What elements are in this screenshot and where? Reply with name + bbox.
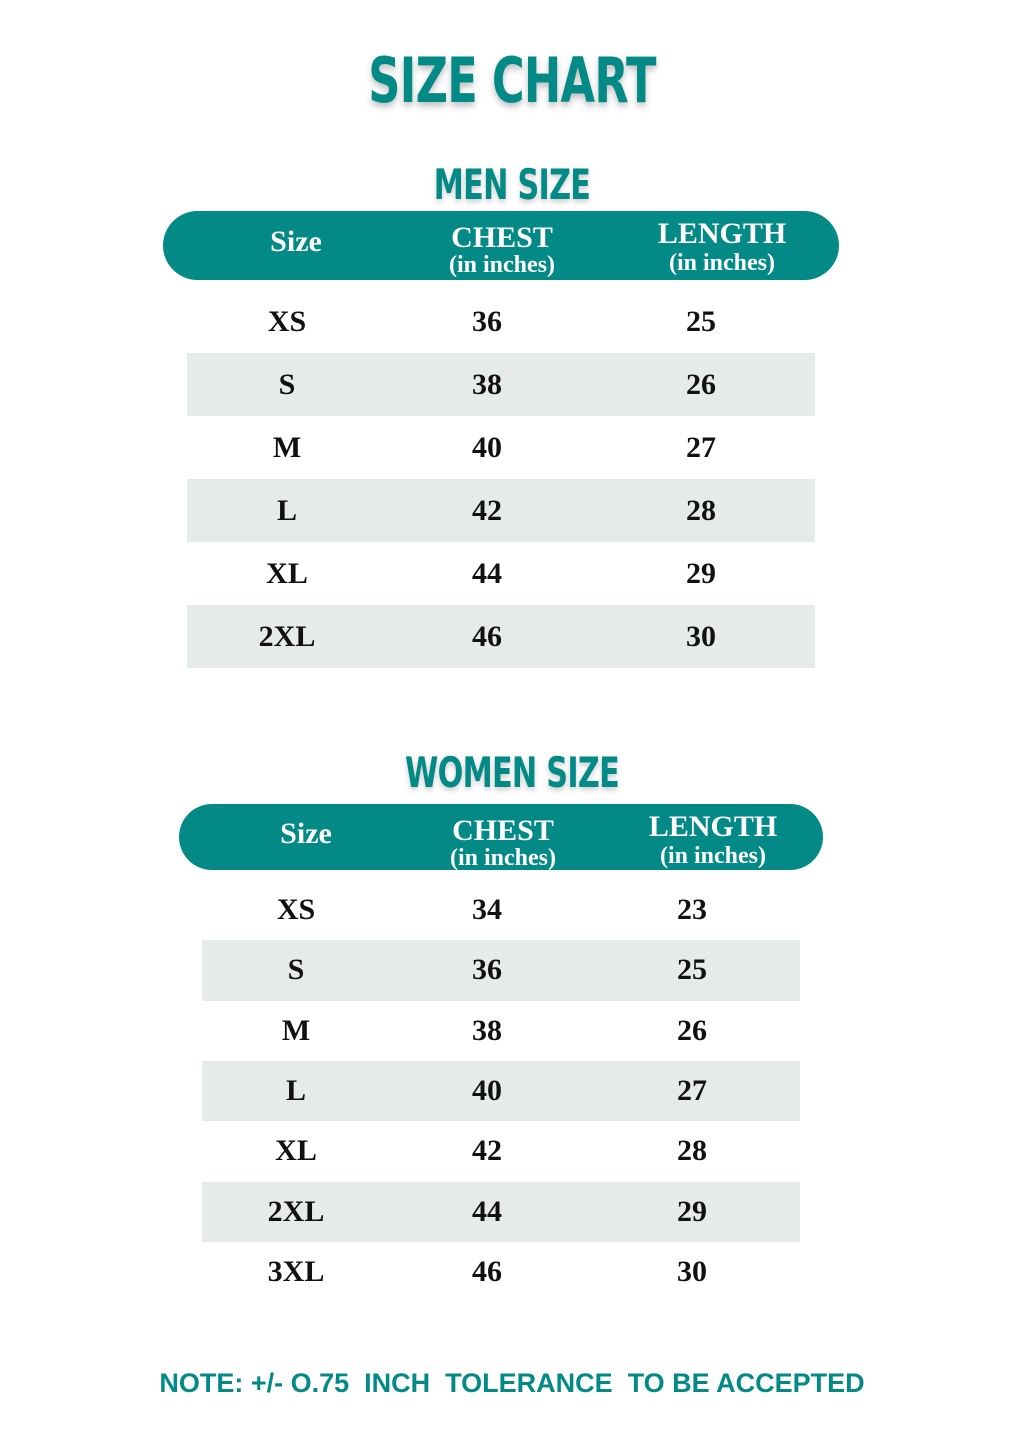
women-cell-size: S [287, 953, 305, 987]
men-cell-length: 26 [686, 367, 716, 401]
tolerance-note: NOTE: +/- O.75 INCH TOLERANCE TO BE ACCE… [159, 1368, 865, 1398]
women-header-length-label: LENGTH [648, 810, 778, 843]
men-cell-size: L [276, 493, 298, 527]
men-header-length: LENGTH (in inches) [657, 217, 787, 276]
men-table-row: S 38 26 [187, 353, 815, 416]
men-table-row: 2XL 46 30 [187, 605, 815, 668]
men-section-title: MEN SIZE [433, 160, 591, 209]
women-cell-length: 27 [677, 1074, 707, 1108]
men-cell-chest: 46 [472, 619, 502, 653]
men-table-row: XS 36 25 [187, 290, 815, 353]
women-cell-chest: 34 [472, 893, 502, 927]
women-table-row: XS 34 23 [202, 880, 800, 940]
women-cell-size: XS [276, 893, 316, 927]
women-cell-chest: 38 [472, 1013, 502, 1047]
men-cell-length: 30 [686, 619, 716, 653]
men-header-size: Size [270, 225, 322, 258]
men-header-chest-unit: (in inches) [448, 252, 556, 278]
men-cell-size: S [278, 367, 296, 401]
men-header-chest: CHEST (in inches) [448, 221, 556, 278]
women-cell-chest: 36 [472, 953, 502, 987]
women-cell-length: 29 [677, 1194, 707, 1228]
women-header-length-unit: (in inches) [659, 843, 766, 869]
women-header-chest: CHEST (in inches) [449, 814, 557, 871]
women-cell-chest: 42 [472, 1134, 502, 1168]
men-cell-size: XS [267, 304, 307, 338]
men-cell-size: 2XL [258, 619, 316, 653]
men-cell-size: M [272, 430, 302, 464]
women-cell-size: L [285, 1074, 307, 1108]
men-table-header: Size CHEST (in inches) LENGTH (in inches… [163, 211, 839, 280]
men-cell-chest: 42 [472, 493, 502, 527]
women-cell-size: M [281, 1013, 311, 1047]
men-table-row: XL 44 29 [187, 542, 815, 605]
men-header-length-unit: (in inches) [668, 250, 775, 276]
men-table-row: M 40 27 [187, 416, 815, 479]
women-table-row: XL 42 28 [202, 1121, 800, 1181]
men-cell-length: 25 [686, 304, 716, 338]
women-cell-chest: 40 [472, 1074, 502, 1108]
men-cell-size: XL [266, 556, 308, 590]
women-cell-length: 25 [677, 953, 707, 987]
men-cell-length: 29 [686, 556, 716, 590]
men-cell-length: 27 [686, 430, 716, 464]
women-cell-length: 23 [677, 893, 707, 927]
women-header-chest-unit: (in inches) [449, 845, 557, 871]
men-table-row: L 42 28 [187, 479, 815, 542]
women-cell-size: XL [275, 1134, 317, 1168]
women-header-size: Size [280, 817, 332, 850]
women-header-chest-label: CHEST [452, 814, 554, 847]
men-cell-chest: 44 [472, 556, 502, 590]
women-cell-length: 30 [677, 1254, 707, 1288]
women-cell-chest: 46 [472, 1254, 502, 1288]
men-header-length-label: LENGTH [657, 217, 787, 250]
men-cell-chest: 40 [472, 430, 502, 464]
women-table-row: S 36 25 [202, 940, 800, 1001]
women-cell-size: 3XL [267, 1254, 325, 1288]
women-table-row: L 40 27 [202, 1060, 800, 1122]
women-cell-length: 28 [677, 1134, 707, 1168]
women-table-header: Size CHEST (in inches) LENGTH (in inches… [179, 804, 823, 870]
women-header-length: LENGTH (in inches) [648, 810, 778, 869]
women-section-title: WOMEN SIZE [404, 748, 620, 797]
women-cell-size: 2XL [267, 1194, 325, 1228]
women-table-row: 2XL 44 29 [202, 1181, 800, 1242]
men-cell-chest: 36 [472, 304, 502, 338]
women-cell-chest: 44 [472, 1194, 502, 1228]
women-cell-length: 26 [677, 1013, 707, 1047]
women-table-row: M 38 26 [202, 1001, 800, 1061]
men-cell-chest: 38 [472, 367, 502, 401]
men-cell-length: 28 [686, 493, 716, 527]
page-title: SIZE CHART [368, 44, 656, 117]
men-header-chest-label: CHEST [451, 221, 553, 254]
women-table-row: 3XL 46 30 [202, 1242, 800, 1302]
